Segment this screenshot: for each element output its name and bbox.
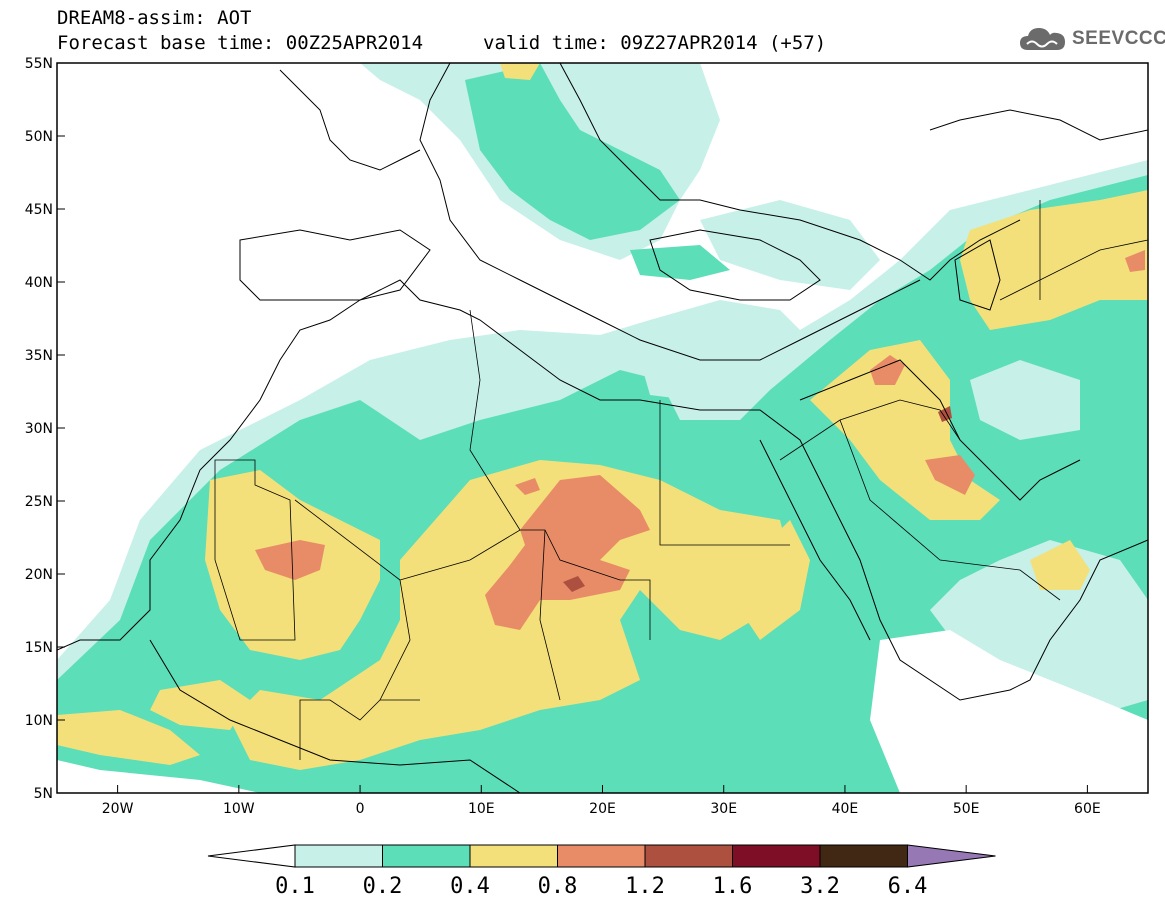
lat-label: 55N xyxy=(25,56,53,72)
colorbar-segment xyxy=(819,844,908,868)
colorbar-label: 0.4 xyxy=(450,874,490,899)
lat-label: 5N xyxy=(34,786,53,802)
colorbar-label: 1.6 xyxy=(713,874,753,899)
lon-label: 40E xyxy=(832,801,859,817)
lat-axis: 55N 50N 45N 40N 35N 30N 25N 20N 15N 10N 5N xyxy=(25,56,65,802)
colorbar-label: 3.2 xyxy=(800,874,840,899)
colorbar: 0.1 0.2 0.4 0.8 1.2 1.6 3.2 6.4 xyxy=(207,844,996,899)
colorbar-low-arrow xyxy=(207,844,296,868)
colorbar-segment xyxy=(557,844,646,868)
colorbar-segment xyxy=(382,844,471,868)
lat-label: 40N xyxy=(25,275,53,291)
colorbar-label: 0.2 xyxy=(363,874,403,899)
colorbar-label: 0.8 xyxy=(538,874,578,899)
lat-label: 10N xyxy=(25,713,53,729)
lon-label: 0 xyxy=(356,801,365,817)
aot-0.8-1.2 xyxy=(255,250,1145,630)
lon-label: 20E xyxy=(589,801,616,817)
map-title: DREAM8-assim: AOT xyxy=(57,7,252,29)
colorbar-label: 6.4 xyxy=(888,874,928,899)
lat-label: 20N xyxy=(25,567,53,583)
lat-label: 45N xyxy=(25,202,53,218)
lon-axis: 20W 10W 0 10E 20E 30E 40E 50E 60E xyxy=(102,785,1101,817)
lat-label: 50N xyxy=(25,129,53,145)
lat-label: 35N xyxy=(25,348,53,364)
lon-label: 50E xyxy=(953,801,980,817)
lat-label: 30N xyxy=(25,421,53,437)
lon-label: 10W xyxy=(223,801,255,817)
colorbar-label: 0.1 xyxy=(275,874,315,899)
colorbar-segment xyxy=(732,844,821,868)
aot-holes xyxy=(640,350,1148,720)
aot-field xyxy=(57,63,1148,793)
cloud-icon xyxy=(1020,28,1065,50)
colorbar-segment xyxy=(644,844,733,868)
colorbar-segment xyxy=(469,844,558,868)
seevccc-logo: SEEVCCC xyxy=(1018,24,1165,54)
colorbar-segment xyxy=(294,844,383,868)
logo-text: SEEVCCC xyxy=(1072,28,1165,49)
colorbar-label: 1.2 xyxy=(625,874,665,899)
lat-label: 15N xyxy=(25,640,53,656)
lon-label: 30E xyxy=(710,801,737,817)
lon-label: 20W xyxy=(102,801,134,817)
forecast-base-time: Forecast base time: 00Z25APR2014 xyxy=(57,32,424,54)
colorbar-high-arrow xyxy=(907,844,996,868)
lat-label: 25N xyxy=(25,494,53,510)
lon-label: 60E xyxy=(1074,801,1101,817)
lon-label: 10E xyxy=(468,801,495,817)
aot-clear-areas xyxy=(57,630,1148,793)
borders xyxy=(214,200,1148,760)
valid-time: valid time: 09Z27APR2014 (+57) xyxy=(483,32,827,54)
coastlines xyxy=(57,63,1148,793)
